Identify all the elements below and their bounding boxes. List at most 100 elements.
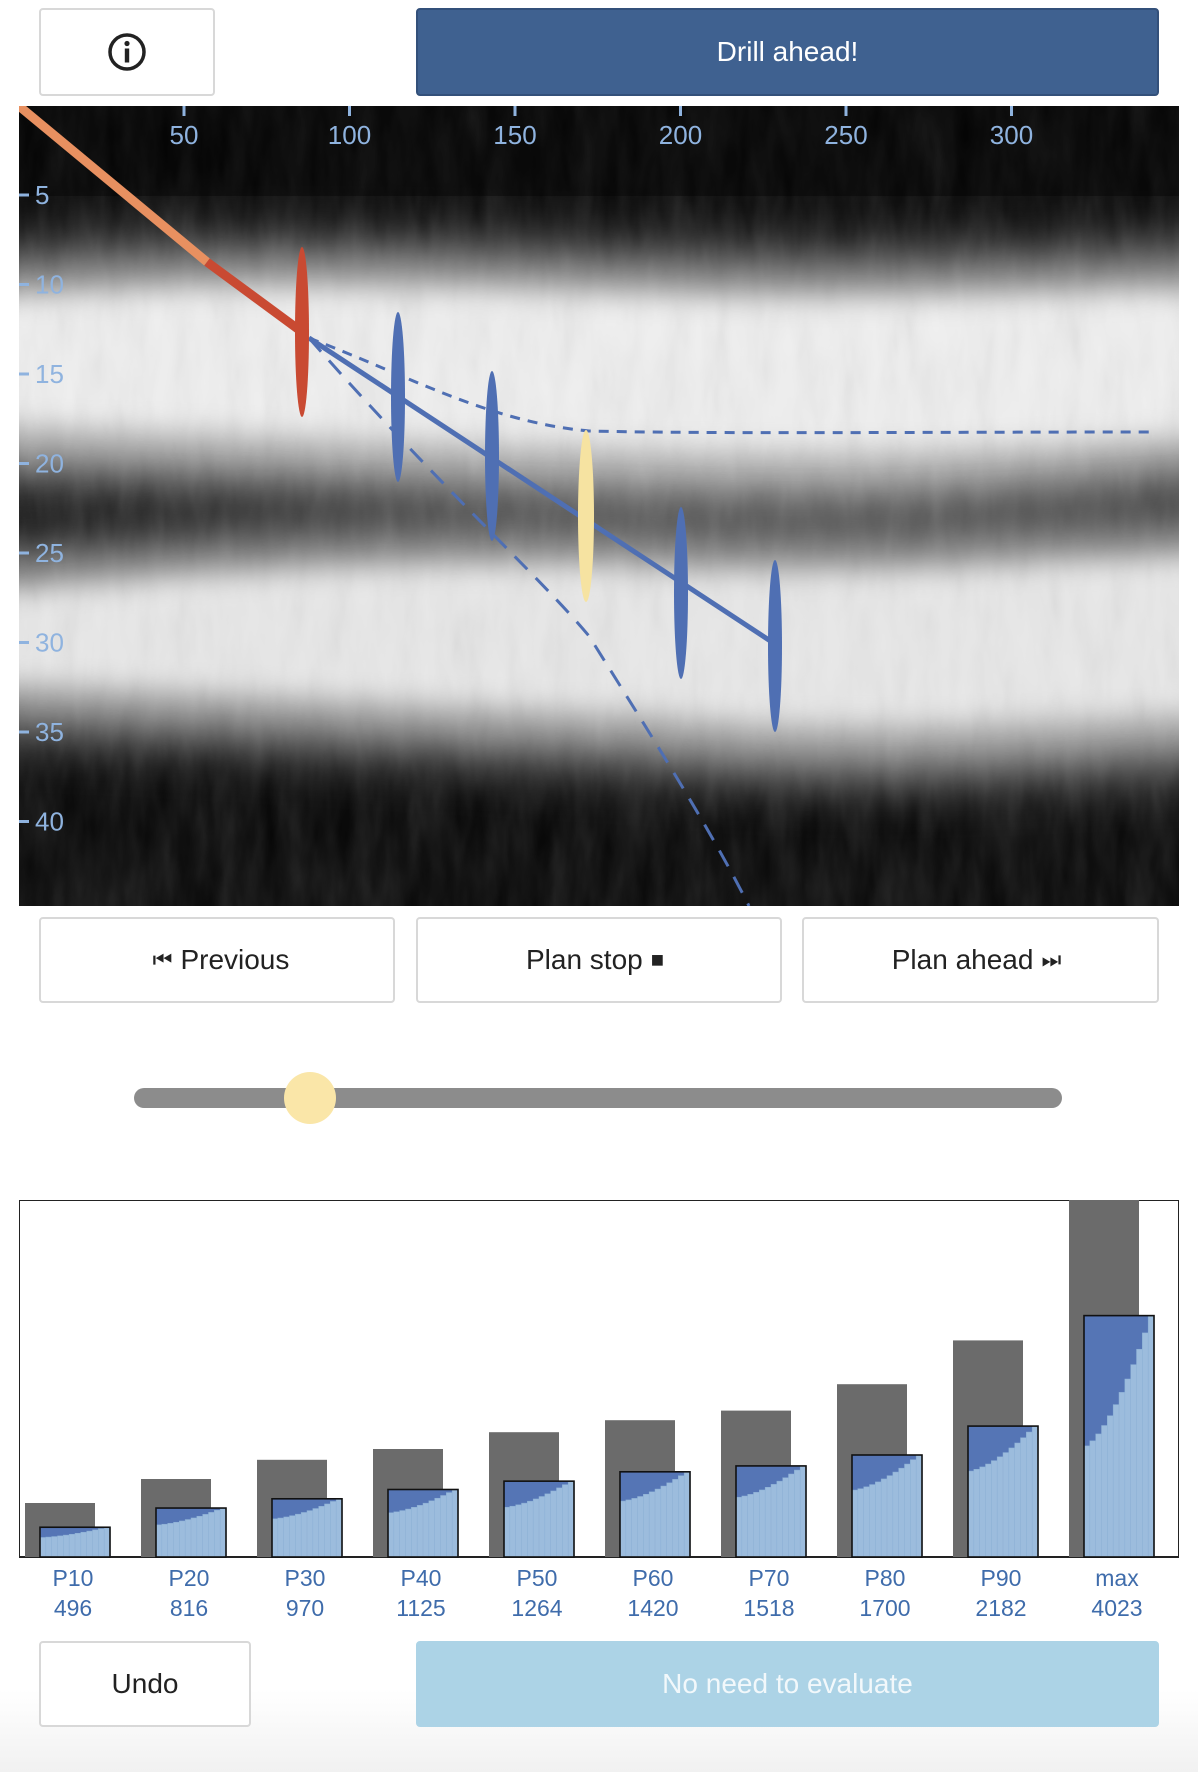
- x-axis-tick-label: 100: [328, 120, 371, 150]
- outcome-sample-strip: [654, 1488, 662, 1558]
- outcome-sample-strip: [214, 1510, 221, 1558]
- outcome-sample-strip: [666, 1482, 674, 1558]
- outcome-sample-strip: [1026, 1431, 1033, 1558]
- drilled-trajectory: [204, 258, 305, 336]
- drilling-visualization[interactable]: 50 100 150 200 250 300 5 10 15 20 25 30 35 40: [19, 106, 1179, 906]
- drill-ahead-button[interactable]: Drill ahead!: [416, 8, 1159, 96]
- category-label: P90: [981, 1565, 1022, 1591]
- outcome-sample-strip: [776, 1480, 784, 1558]
- value-label: 496: [54, 1595, 92, 1620]
- outcome-bar-outline: [735, 1465, 807, 1558]
- drilled-uncertainty-ellipse[interactable]: [295, 247, 309, 417]
- outcome-sample-strip: [521, 1502, 528, 1558]
- planned-trajectory: [307, 335, 777, 647]
- outcome-sample-strip: [869, 1484, 876, 1558]
- outcome-sample-strip: [1008, 1447, 1016, 1558]
- plan-stop-button[interactable]: Plan stop ■: [416, 917, 782, 1003]
- x-axis-tick-label: 150: [493, 120, 536, 150]
- category-label: P60: [633, 1565, 674, 1591]
- evaluate-button: No need to evaluate: [416, 1641, 1159, 1727]
- y-axis-tick-label: 40: [35, 807, 64, 837]
- y-axis-tick-label: 35: [35, 717, 64, 747]
- x-axis: 50 100 150 200 250 300: [170, 106, 1033, 150]
- outcome-sample-strip: [295, 1513, 302, 1558]
- x-axis-tick-label: 200: [659, 120, 702, 150]
- category-label: P20: [169, 1565, 210, 1591]
- outcome-bar-outline: [967, 1425, 1039, 1558]
- outcome-sample-strip: [967, 1470, 975, 1558]
- outcome-bar-outline: [39, 1526, 111, 1558]
- outcome-sample-strip: [411, 1507, 418, 1558]
- value-label: 1518: [743, 1595, 794, 1620]
- planned-uncertainty-ellipse[interactable]: [768, 560, 782, 732]
- info-button[interactable]: [39, 8, 215, 96]
- outcome-sample-strip: [1112, 1404, 1120, 1558]
- outcome-sample-strip: [434, 1497, 442, 1558]
- outcome-sample-strip: [155, 1524, 163, 1558]
- outcome-sample-strip: [1095, 1433, 1103, 1558]
- outcome-sample-strip: [973, 1469, 981, 1558]
- outcome-sample-strip: [51, 1536, 59, 1558]
- outcome-sample-strip: [886, 1475, 894, 1558]
- outcome-sample-strip: [1118, 1392, 1126, 1558]
- outcome-sample-strip: [306, 1510, 314, 1558]
- outcome-sample-strip: [527, 1500, 534, 1558]
- outcome-sample-strip: [330, 1501, 337, 1558]
- outcome-sample-strip: [422, 1502, 430, 1558]
- outcome-sample-strip: [648, 1491, 656, 1558]
- outcome-sample-strip: [759, 1489, 766, 1558]
- plan-ahead-button[interactable]: Plan ahead ⏭: [802, 917, 1159, 1003]
- y-axis: 5 10 15 20 25 30 35 40: [19, 180, 64, 837]
- outcome-sample-strip: [619, 1500, 627, 1558]
- outcome-sample-strip: [1089, 1440, 1097, 1558]
- outcome-sample-strip: [770, 1484, 778, 1558]
- outcome-sample-strip: [428, 1500, 436, 1558]
- info-icon: [108, 33, 146, 71]
- planned-uncertainty-ellipse[interactable]: [485, 371, 499, 541]
- outcome-sample-strip: [446, 1492, 453, 1558]
- x-axis-tick-label: 300: [990, 120, 1033, 150]
- previous-button[interactable]: ⏮ Previous: [39, 917, 395, 1003]
- outcome-sample-strip: [1136, 1348, 1143, 1558]
- outcome-sample-strip: [631, 1498, 639, 1558]
- outcome-sample-strip: [179, 1520, 186, 1558]
- selected-uncertainty-ellipse[interactable]: [578, 430, 594, 602]
- outcome-sample-strip: [289, 1515, 296, 1558]
- outcome-sample-strip: [45, 1536, 53, 1558]
- slider-track[interactable]: [134, 1088, 1062, 1108]
- outcome-sample-strip: [312, 1508, 320, 1558]
- plan-ahead-label: Plan ahead: [891, 944, 1034, 975]
- outcome-bar-outline: [1083, 1314, 1155, 1558]
- value-label: 970: [286, 1595, 324, 1620]
- outcome-sample-strip: [202, 1514, 210, 1558]
- undo-button[interactable]: Undo: [39, 1641, 251, 1727]
- outcome-sample-strip: [387, 1512, 395, 1558]
- outcome-bar-outline: [387, 1488, 459, 1558]
- outcome-bar-outline: [271, 1497, 343, 1558]
- outcome-sample-strip: [300, 1512, 308, 1558]
- outcome-sample-strip: [625, 1499, 633, 1558]
- outcome-sample-strip: [875, 1481, 882, 1558]
- planned-uncertainty-ellipse[interactable]: [674, 507, 688, 679]
- stop-icon: ■: [650, 947, 665, 972]
- step-slider[interactable]: [134, 1072, 1062, 1124]
- value-label: 4023: [1091, 1595, 1142, 1620]
- planned-uncertainty-ellipse[interactable]: [391, 312, 405, 482]
- outcome-bar-outline: [851, 1454, 923, 1558]
- outcome-sample-strip: [1124, 1378, 1132, 1558]
- category-label: P40: [401, 1565, 442, 1591]
- outcome-sample-strip: [86, 1530, 94, 1558]
- outcome-sample-strip: [190, 1517, 198, 1558]
- outcome-sample-strip: [440, 1495, 447, 1558]
- outcome-sample-strip: [1020, 1437, 1027, 1558]
- outcome-sample-strip: [324, 1503, 331, 1558]
- outcome-sample-strip: [173, 1521, 180, 1558]
- slider-thumb[interactable]: [284, 1072, 337, 1124]
- outcome-sample-strip: [562, 1484, 569, 1558]
- outcome-sample-strip: [515, 1504, 523, 1558]
- outcome-sample-strip: [851, 1489, 859, 1558]
- drilled-trajectory-early: [19, 106, 210, 266]
- outcome-sample-strip: [98, 1528, 105, 1558]
- outcome-sample-strip: [857, 1488, 865, 1558]
- outcome-sample-strip: [898, 1467, 906, 1558]
